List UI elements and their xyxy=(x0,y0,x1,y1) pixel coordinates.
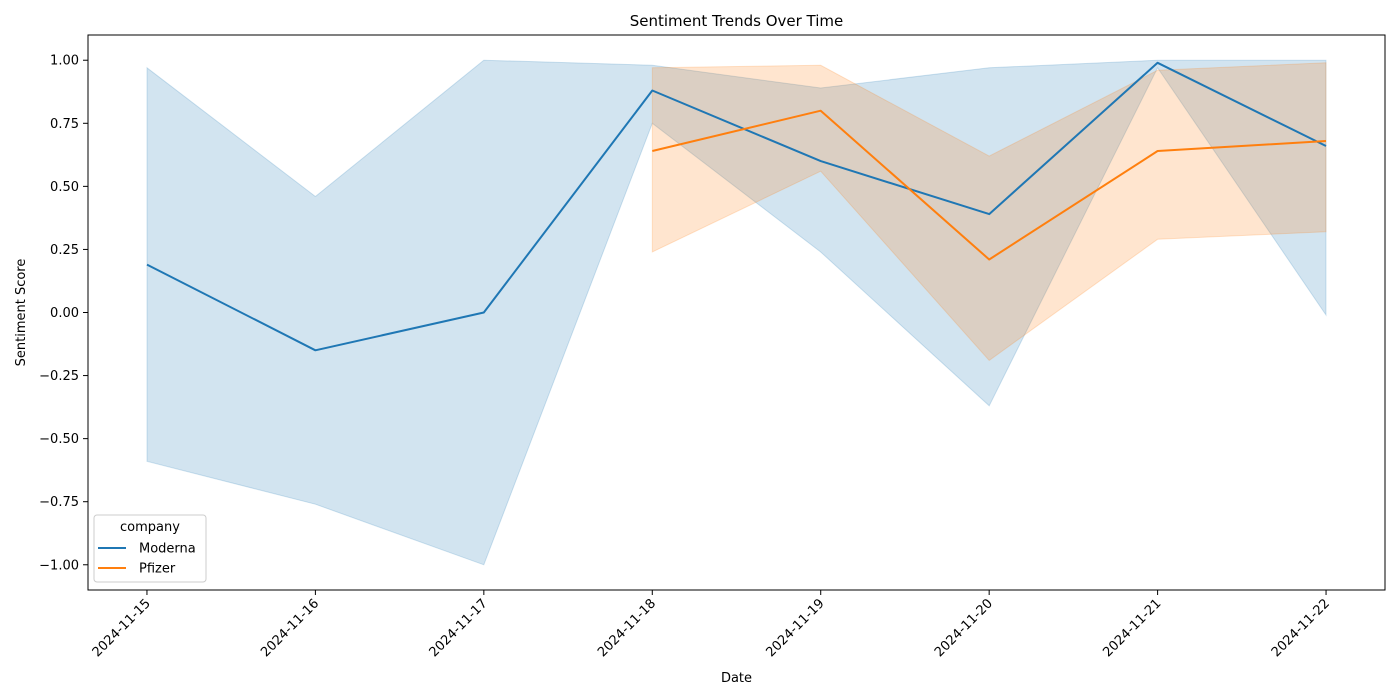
legend-items: Moderna Pfizer xyxy=(98,542,196,577)
legend-label-0: Moderna xyxy=(139,542,196,557)
x-axis-title: Date xyxy=(721,671,752,686)
y-tick-label: 1.00 xyxy=(50,54,79,69)
y-tick-label: −1.00 xyxy=(39,558,79,573)
y-tick-label: −0.50 xyxy=(39,432,79,447)
legend: company Moderna Pfizer xyxy=(93,514,207,583)
legend-label-1: Pfizer xyxy=(139,562,176,577)
chart-title: Sentiment Trends Over Time xyxy=(630,12,844,30)
y-tick-label: 0.50 xyxy=(50,180,79,195)
confidence-bands xyxy=(146,59,1327,566)
y-tick-label: −0.75 xyxy=(39,495,79,510)
y-axis-ticks: −1.00 −0.75 −0.50 −0.25 0.00 0.25 0.50 0.75 1.00 xyxy=(39,54,88,573)
y-tick-label: 0.75 xyxy=(50,117,79,132)
series-line-0 xyxy=(146,61,1327,352)
series-lines xyxy=(146,61,1327,352)
y-tick-label: 0.00 xyxy=(50,306,79,321)
y-axis-title: Sentiment Score xyxy=(14,259,29,367)
ci-band-1 xyxy=(651,62,1327,362)
y-tick-label: −0.25 xyxy=(39,369,79,384)
y-tick-label: 0.25 xyxy=(50,243,79,258)
legend-box xyxy=(93,514,207,583)
series-line-1 xyxy=(652,109,1327,261)
ci-band-0 xyxy=(146,59,1327,566)
legend-title: company xyxy=(120,520,180,535)
